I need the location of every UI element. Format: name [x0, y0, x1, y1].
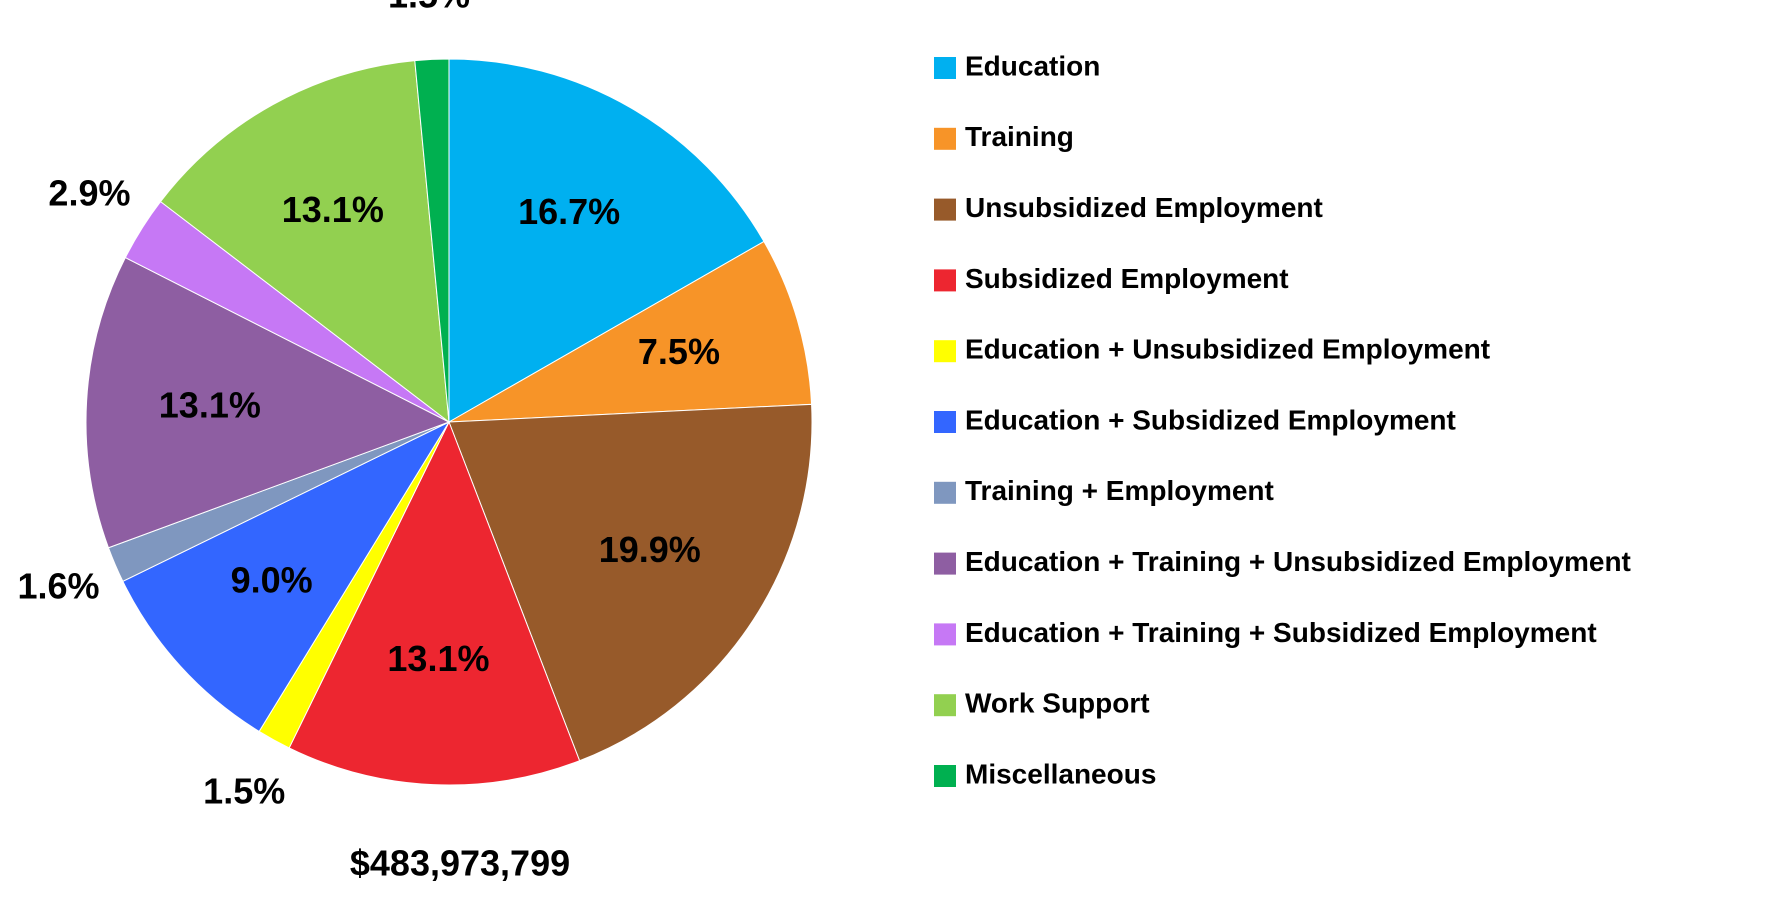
legend-swatch [934, 481, 956, 504]
pie-slice [85, 256, 451, 549]
total-annotation: $483,973,799 [350, 843, 570, 884]
data-label: 7.5% [638, 331, 720, 372]
pie-slice [448, 58, 765, 423]
legend-label: Training [965, 121, 1074, 152]
data-label: 1.5% [203, 771, 285, 812]
data-label: 2.9% [48, 172, 130, 213]
data-label: 1.5% [388, 0, 470, 15]
legend-swatch [934, 694, 956, 717]
legend-swatch [934, 269, 956, 292]
legend-swatch [934, 411, 956, 433]
pie-slice [448, 240, 813, 423]
legend-label: Education + Training + Unsubsidized Empl… [965, 546, 1631, 577]
data-label: 13.1% [159, 385, 261, 426]
pie-slice [448, 403, 813, 762]
legend-label: Education + Training + Subsidized Employ… [965, 617, 1597, 648]
pie-slice [414, 58, 450, 423]
data-label: 1.6% [17, 566, 99, 607]
legend-label: Training + Employment [965, 475, 1274, 506]
data-label: 9.0% [231, 560, 313, 601]
legend-label: Miscellaneous [965, 758, 1156, 789]
legend-swatch [934, 552, 956, 575]
pie-slice [288, 420, 581, 786]
data-label: 13.1% [387, 638, 489, 679]
legend-swatch [934, 57, 956, 79]
data-label: 19.9% [599, 529, 701, 570]
legend-swatch [934, 127, 956, 150]
legend-swatch [934, 198, 956, 221]
legend-swatch [934, 623, 956, 646]
pie-slice [159, 60, 450, 424]
data-label: 13.1% [282, 189, 384, 230]
legend-label: Education + Unsubsidized Employment [965, 334, 1490, 365]
data-label: 16.7% [518, 191, 620, 232]
legend-label: Work Support [965, 688, 1150, 719]
legend-label: Education [965, 50, 1100, 81]
pie-slice [122, 420, 451, 733]
legend-label: Unsubsidized Employment [965, 192, 1323, 223]
legend-swatch [934, 340, 956, 363]
legend-label: Subsidized Employment [965, 263, 1289, 294]
legend-swatch [934, 765, 956, 787]
legend-label: Education + Subsidized Employment [965, 404, 1456, 435]
